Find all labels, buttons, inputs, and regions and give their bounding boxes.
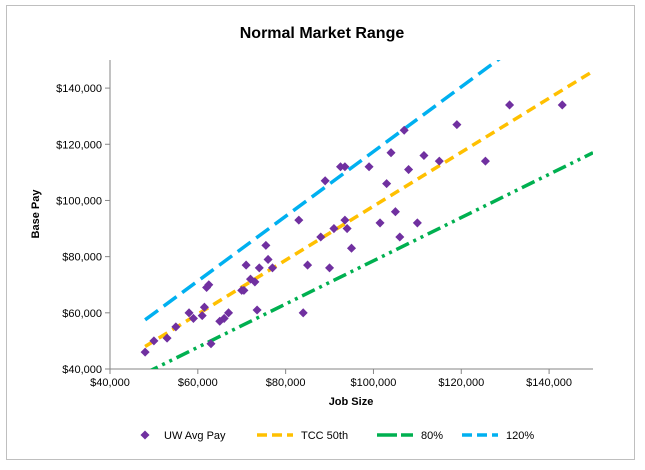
data-point <box>254 263 264 273</box>
data-point <box>480 156 490 166</box>
x-tick-label: $40,000 <box>90 377 130 389</box>
legend-label-80: 80% <box>421 430 443 442</box>
data-point <box>316 232 326 242</box>
data-point <box>346 243 357 253</box>
data-point <box>386 148 396 158</box>
data-point <box>252 305 262 315</box>
x-tick-label: $80,000 <box>266 377 306 389</box>
data-point <box>261 240 271 250</box>
data-point <box>325 263 335 273</box>
data-point <box>395 232 405 242</box>
series-line-120 <box>144 60 501 322</box>
data-point <box>197 311 207 321</box>
y-tick-label: $60,000 <box>62 308 102 320</box>
x-axis-label: Job Size <box>329 396 374 408</box>
x-tick-label: $100,000 <box>351 377 397 389</box>
data-point <box>505 100 515 110</box>
y-tick-label: $100,000 <box>56 195 102 207</box>
y-tick-label: $40,000 <box>62 364 102 376</box>
legend: UW Avg Pay TCC 50th 80% 120% <box>140 430 534 442</box>
data-point <box>241 260 251 270</box>
series-line-tcc-50th <box>144 69 593 349</box>
y-tick-label: $80,000 <box>62 252 102 264</box>
data-point <box>452 120 462 130</box>
chart-canvas: Normal Market Range $40,000 $60,000 $80,00… <box>30 25 593 442</box>
data-point <box>412 218 422 228</box>
data-point <box>375 218 385 228</box>
data-point <box>364 162 374 172</box>
series-line-80 <box>149 151 593 369</box>
data-point <box>263 254 273 264</box>
data-point <box>419 150 429 161</box>
series-points <box>140 100 567 357</box>
data-point <box>557 100 567 110</box>
y-axis-label: Base Pay <box>30 189 42 239</box>
data-point <box>382 179 392 189</box>
data-point <box>390 207 400 217</box>
legend-swatch-uw-avg-pay <box>140 430 150 440</box>
chart-frame: Normal Market Range $40,000 $60,000 $80,00… <box>6 5 635 460</box>
legend-label-uw-avg-pay: UW Avg Pay <box>164 430 226 442</box>
x-tick-label: $120,000 <box>438 377 484 389</box>
data-point <box>329 224 339 234</box>
y-tick-label: $120,000 <box>56 139 102 151</box>
data-point <box>303 260 313 270</box>
chart-title: Normal Market Range <box>240 25 405 42</box>
data-point <box>294 215 304 225</box>
data-point <box>434 156 444 166</box>
series-lines <box>144 60 593 369</box>
data-point <box>340 215 350 225</box>
axes: $40,000 $60,000 $80,000 $100,000 $120,000 $14… <box>56 60 593 389</box>
legend-label-120: 120% <box>506 430 534 442</box>
x-tick-label: $60,000 <box>178 377 218 389</box>
data-point <box>298 308 308 318</box>
y-tick-label: $140,000 <box>56 83 102 95</box>
legend-label-tcc-50th: TCC 50th <box>301 430 348 442</box>
data-point <box>320 176 330 186</box>
data-point <box>404 165 414 175</box>
x-tick-label: $140,000 <box>526 377 572 389</box>
data-point <box>140 347 150 357</box>
